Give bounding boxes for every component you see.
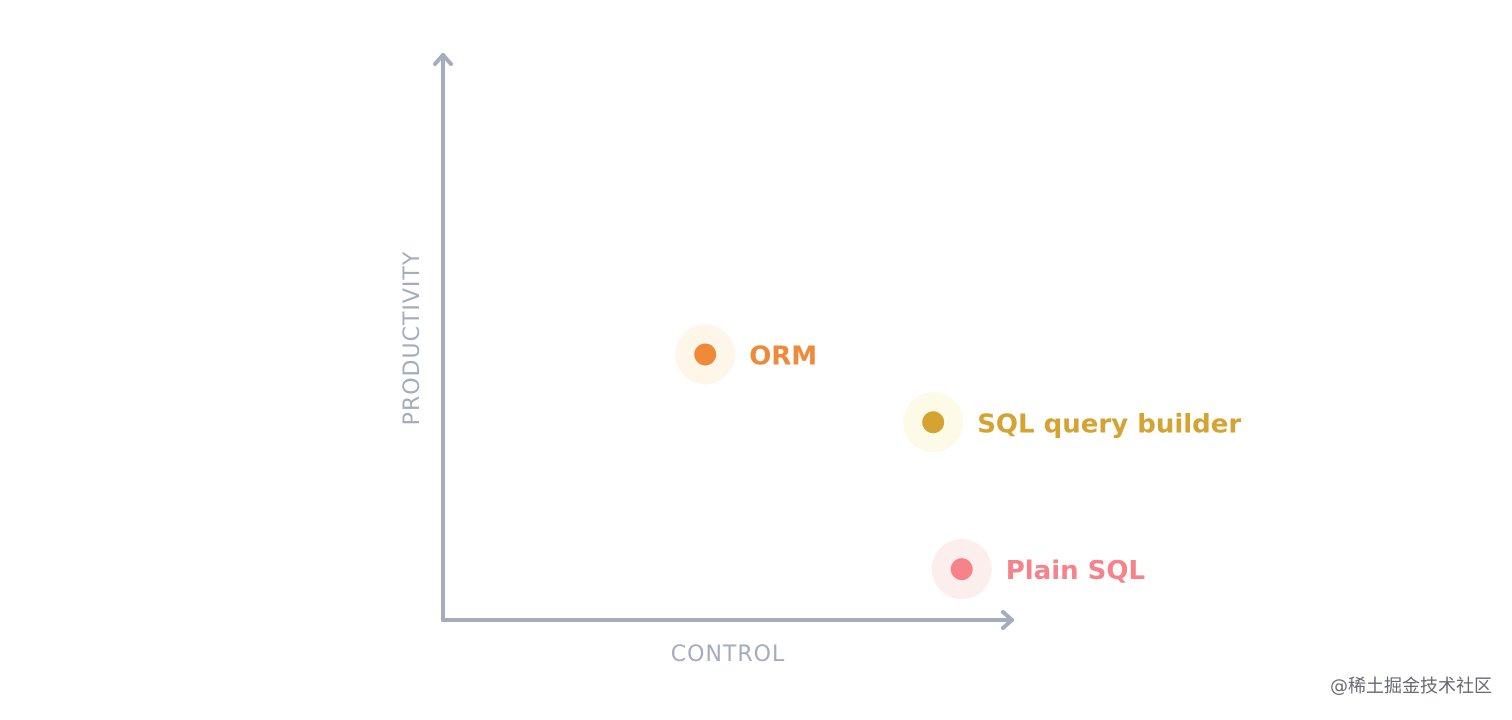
data-point-orm: ORM bbox=[675, 324, 817, 385]
point-marker bbox=[950, 558, 973, 581]
x-axis-arrowhead bbox=[1001, 610, 1014, 630]
axes bbox=[433, 53, 1014, 630]
y-axis-label: PRODUCTIVITY bbox=[400, 251, 425, 426]
point-label: ORM bbox=[749, 341, 817, 371]
x-axis-label: CONTROL bbox=[671, 642, 785, 667]
point-marker bbox=[922, 411, 945, 434]
point-label: Plain SQL bbox=[1006, 556, 1145, 586]
data-points: ORM SQL query builder Plain SQL bbox=[675, 324, 1241, 600]
watermark: @稀土掘金技术社区 bbox=[1330, 676, 1492, 697]
data-point-sql-query-builder: SQL query builder bbox=[903, 392, 1241, 453]
point-label: SQL query builder bbox=[977, 409, 1241, 439]
y-axis-arrowhead bbox=[433, 53, 453, 66]
point-marker bbox=[694, 343, 717, 366]
data-point-plain-sql: Plain SQL bbox=[931, 539, 1145, 600]
